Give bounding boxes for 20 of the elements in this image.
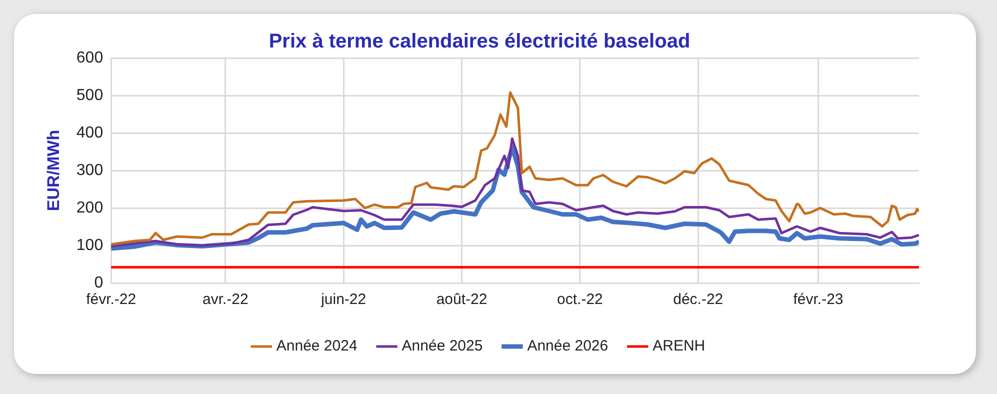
legend-label: ARENH bbox=[652, 338, 706, 355]
x-tick-label: juin-22 bbox=[320, 291, 366, 308]
y-tick-label: 200 bbox=[76, 199, 104, 216]
x-tick-label: avr.-22 bbox=[202, 291, 248, 308]
x-tick-label: août-22 bbox=[436, 291, 488, 308]
y-tick-label: 300 bbox=[76, 162, 104, 179]
y-tick-label: 600 bbox=[76, 49, 104, 66]
x-tick-label: févr.-23 bbox=[793, 291, 844, 308]
legend-label: Année 2025 bbox=[402, 338, 483, 355]
x-tick-label: déc.-22 bbox=[673, 291, 724, 308]
y-tick-label: 400 bbox=[76, 124, 104, 142]
chart-title: Prix à terme calendaires électricité baseload bbox=[268, 30, 690, 53]
legend-label: Année 2026 bbox=[527, 338, 608, 355]
y-tick-label: 100 bbox=[76, 236, 104, 254]
legend-label: Année 2024 bbox=[276, 338, 358, 355]
y-axis-title: EUR/MWh bbox=[44, 130, 63, 212]
x-tick-label: oct.-22 bbox=[557, 291, 603, 308]
y-tick-label: 0 bbox=[94, 274, 104, 292]
y-tick-label: 500 bbox=[76, 86, 104, 104]
x-tick-label: févr.-22 bbox=[86, 291, 136, 308]
